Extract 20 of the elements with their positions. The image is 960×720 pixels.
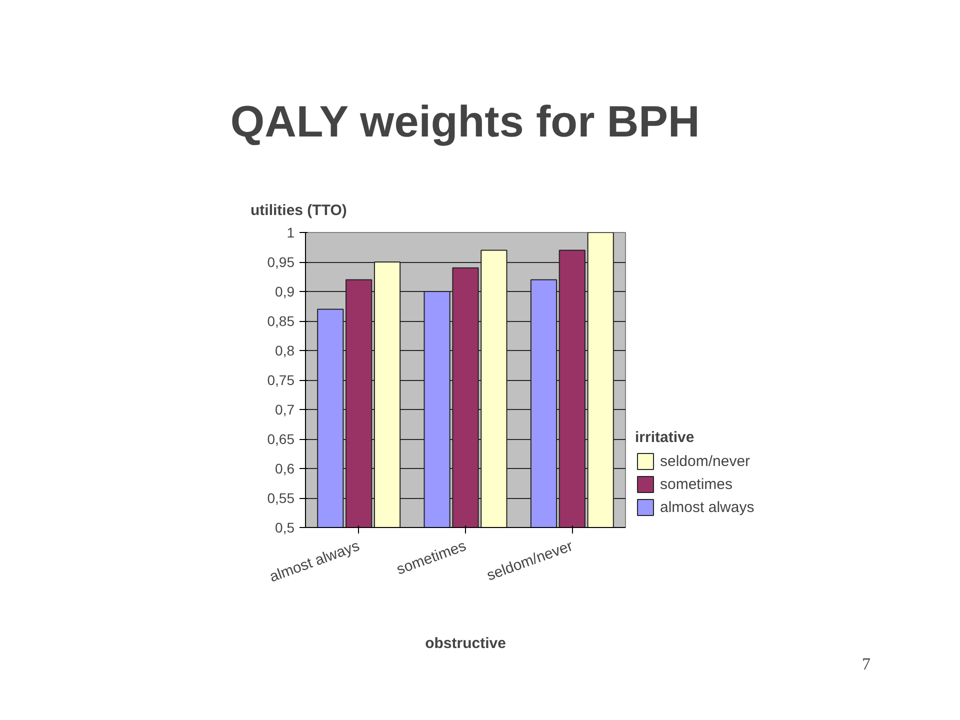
y-tick-label: 0,65 <box>267 431 295 447</box>
y-tick-label: 0,85 <box>267 313 295 329</box>
legend-label: almost always <box>660 498 754 516</box>
y-tick-label: 0,8 <box>275 342 295 358</box>
legend-label: sometimes <box>660 476 733 492</box>
y-tick-label: 0,5 <box>275 520 295 536</box>
x-tick-label: almost always <box>267 538 362 586</box>
text: 7 <box>862 654 871 674</box>
chart-title: QALY weights for BPH <box>230 98 700 146</box>
legend-label: seldom/never <box>660 452 750 470</box>
y-tick-label: 0,6 <box>275 460 295 476</box>
y-tick-label: 0,7 <box>275 402 295 418</box>
legend-title: irritative <box>635 429 696 446</box>
y-axis-title: utilities (TTO) <box>250 202 347 219</box>
y-tick-label: 0,9 <box>275 284 295 300</box>
y-tick-label: 0,95 <box>267 254 295 270</box>
x-axis-title: obstructive <box>425 634 506 652</box>
y-tick-label: 0,75 <box>267 372 295 388</box>
y-tick-label: 0,55 <box>267 490 295 506</box>
y-tick-label: 1 <box>286 224 295 240</box>
